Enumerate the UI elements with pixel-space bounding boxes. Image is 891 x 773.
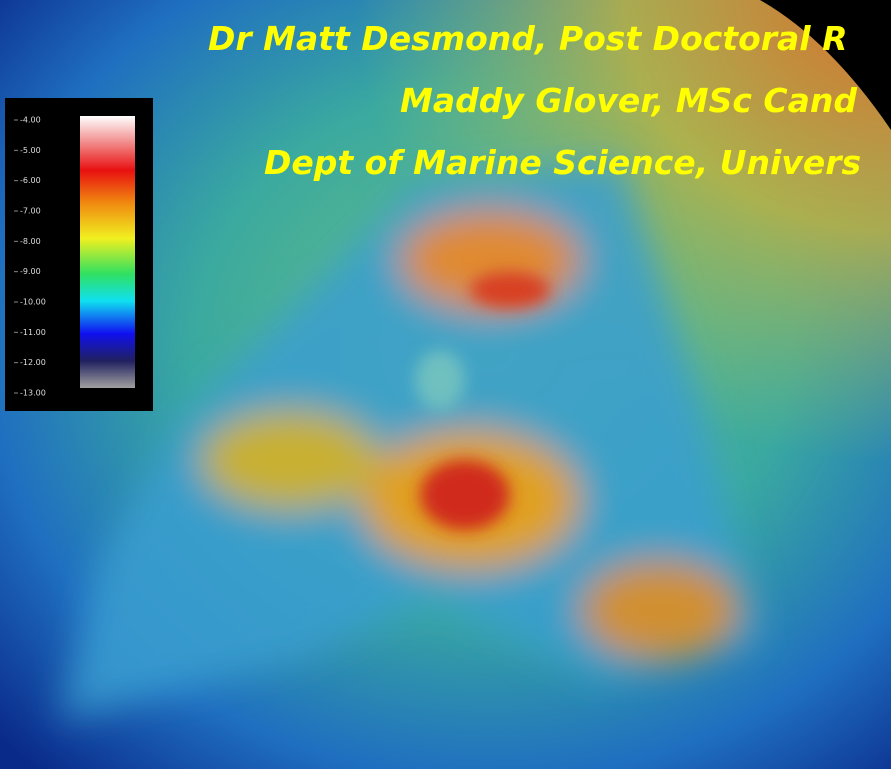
tick-label: -4.00 bbox=[20, 116, 41, 125]
header-line: Maddy Glover, MSc Cand bbox=[400, 81, 857, 120]
tick-label: -7.00 bbox=[20, 207, 41, 216]
tick-label: -12.00 bbox=[20, 358, 46, 367]
bathymetry-image: Dr Matt Desmond, Post Doctoral R Maddy G… bbox=[0, 0, 891, 769]
header-line: Dept of Marine Science, Univers bbox=[264, 143, 861, 182]
tick-label: -6.00 bbox=[20, 176, 41, 185]
tick-label: -13.00 bbox=[20, 389, 46, 398]
tick-label: -10.00 bbox=[20, 298, 46, 307]
tick-label: -8.00 bbox=[20, 237, 41, 246]
colorbar bbox=[80, 116, 135, 388]
tick-label: -11.00 bbox=[20, 328, 46, 337]
header-line: Dr Matt Desmond, Post Doctoral R bbox=[208, 19, 848, 58]
tick-label: -9.00 bbox=[20, 267, 41, 276]
tick-label: -5.00 bbox=[20, 146, 41, 155]
